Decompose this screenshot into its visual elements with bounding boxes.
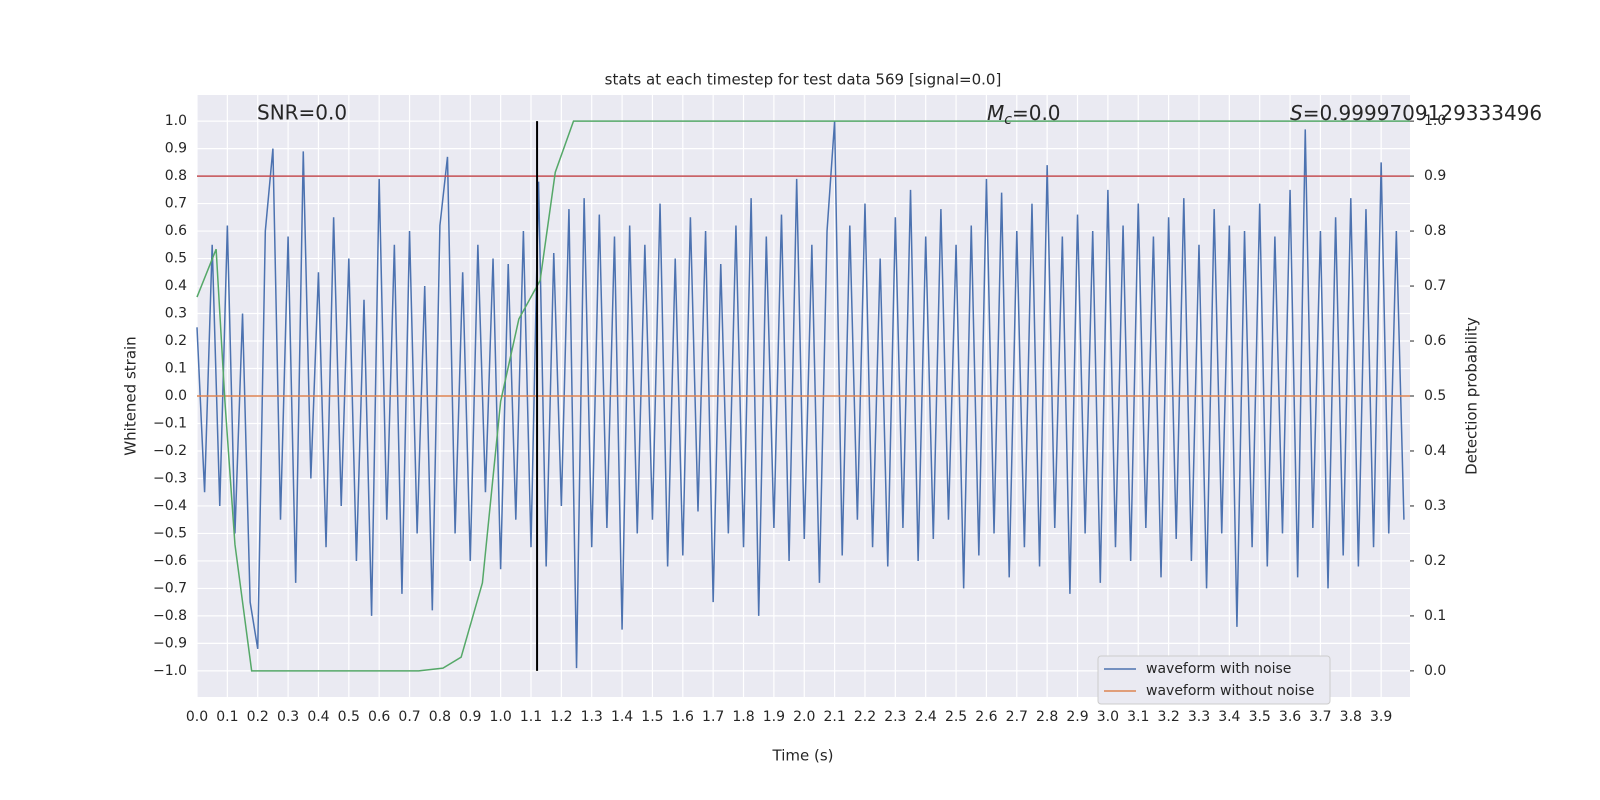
y-tick-label: −0.4 <box>153 498 187 514</box>
x-tick-label: 3.1 <box>1127 709 1149 725</box>
x-tick-label: 1.2 <box>550 709 572 725</box>
y2-tick-label: 0.7 <box>1424 278 1446 294</box>
y2-axis-label: Detection probability <box>1463 317 1481 475</box>
x-tick-label: 2.2 <box>854 709 876 725</box>
legend-label: waveform without noise <box>1146 683 1314 699</box>
y-tick-label: −0.1 <box>153 415 187 431</box>
y2-tick-label: 1.0 <box>1424 113 1446 129</box>
x-tick-label: 1.5 <box>641 709 663 725</box>
x-tick-label: 1.9 <box>763 709 785 725</box>
y-tick-label: −0.6 <box>153 553 187 569</box>
x-tick-label: 3.2 <box>1157 709 1179 725</box>
mc-annotation: Mc=0.0 <box>987 101 1061 129</box>
probability-line <box>196 120 1410 672</box>
y2-tick-label: 0.8 <box>1424 223 1446 239</box>
x-tick-label: 2.1 <box>823 709 845 725</box>
y-tick-label: 0.0 <box>165 388 187 404</box>
y2-tick-label: 0.1 <box>1424 608 1446 624</box>
x-tick-label: 1.8 <box>732 709 754 725</box>
chart-title: stats at each timestep for test data 569… <box>605 71 1002 89</box>
y-tick-label: 0.7 <box>165 196 187 212</box>
x-tick-label: 1.3 <box>581 709 603 725</box>
mc-symbol: M <box>987 101 1004 125</box>
y-tick-label: −0.5 <box>153 525 187 541</box>
y2-tick-label: 0.4 <box>1424 443 1446 459</box>
y-tick-label: 0.5 <box>165 251 187 267</box>
y-tick-label: −0.2 <box>153 443 187 459</box>
x-tick-label: 1.7 <box>702 709 724 725</box>
x-tick-label: 3.6 <box>1279 709 1301 725</box>
x-tick-label: 0.1 <box>216 709 238 725</box>
x-tick-label: 1.1 <box>520 709 542 725</box>
y-tick-label: 0.6 <box>165 223 187 239</box>
y-tick-label: 0.2 <box>165 333 187 349</box>
y-tick-label: 0.1 <box>165 361 187 377</box>
x-tick-label: 2.7 <box>1006 709 1028 725</box>
x-tick-label: 2.0 <box>793 709 815 725</box>
x-axis-label: Time (s) <box>772 747 834 765</box>
y2-tick-label: 0.6 <box>1424 333 1446 349</box>
y-tick-label: −1.0 <box>153 663 187 679</box>
y2-tick-label: 0.9 <box>1424 168 1446 184</box>
x-tick-label: 0.8 <box>429 709 451 725</box>
s-symbol: S <box>1290 101 1303 125</box>
x-tick-label: 0.9 <box>459 709 481 725</box>
x-tick-label: 2.8 <box>1036 709 1058 725</box>
x-tick-label: 0.0 <box>186 709 208 725</box>
y-tick-label: 1.0 <box>165 113 187 129</box>
y-tick-label: 0.8 <box>165 168 187 184</box>
x-tick-label: 0.7 <box>398 709 420 725</box>
x-tick-label: 1.6 <box>672 709 694 725</box>
y2-tick-label: 0.2 <box>1424 553 1446 569</box>
x-tick-label: 1.4 <box>611 709 633 725</box>
legend: waveform with noise waveform without nois… <box>1097 655 1331 705</box>
y-tick-label: 0.3 <box>165 306 187 322</box>
x-tick-label: 3.8 <box>1340 709 1362 725</box>
legend-box <box>1097 655 1331 705</box>
x-tick-label: 0.6 <box>368 709 390 725</box>
x-tick-label: 3.7 <box>1309 709 1331 725</box>
y-tick-label: 0.9 <box>165 141 187 157</box>
x-tick-label: 0.5 <box>338 709 360 725</box>
x-tick-label: 2.4 <box>915 709 937 725</box>
x-tick-label: 2.6 <box>975 709 997 725</box>
x-tick-label: 3.9 <box>1370 709 1392 725</box>
x-tick-label: 2.5 <box>945 709 967 725</box>
x-tick-label: 3.5 <box>1249 709 1271 725</box>
x-tick-label: 2.9 <box>1066 709 1088 725</box>
y-tick-label: −0.7 <box>153 580 187 596</box>
y2-tick-label: 0.5 <box>1424 388 1446 404</box>
snr-annotation: SNR=0.0 <box>257 101 347 125</box>
mc-text: =0.0 <box>1012 101 1061 125</box>
x-tick-label: 3.4 <box>1218 709 1240 725</box>
y-tick-label: 0.4 <box>165 278 187 294</box>
y2-tick-label: 0.3 <box>1424 498 1446 514</box>
x-tick-label: 0.4 <box>307 709 329 725</box>
mc-sub: c <box>1004 112 1012 128</box>
y-tick-label: −0.3 <box>153 470 187 486</box>
y2-tick-label: 0.0 <box>1424 663 1446 679</box>
s-annotation: S=0.9999709129333496 <box>1290 101 1542 125</box>
x-tick-label: 3.0 <box>1097 709 1119 725</box>
y-tick-label: −0.9 <box>153 635 187 651</box>
x-tick-label: 0.3 <box>277 709 299 725</box>
y-tick-label: −0.8 <box>153 608 187 624</box>
series-line <box>196 121 1405 669</box>
y-axis-label: Whitened strain <box>122 336 140 455</box>
x-tick-label: 0.2 <box>247 709 269 725</box>
x-tick-label: 1.0 <box>489 709 511 725</box>
x-tick-label: 3.3 <box>1188 709 1210 725</box>
s-text: =0.9999709129333496 <box>1303 101 1542 125</box>
x-tick-label: 2.3 <box>884 709 906 725</box>
legend-label: waveform with noise <box>1146 661 1291 677</box>
marks <box>196 120 1410 672</box>
